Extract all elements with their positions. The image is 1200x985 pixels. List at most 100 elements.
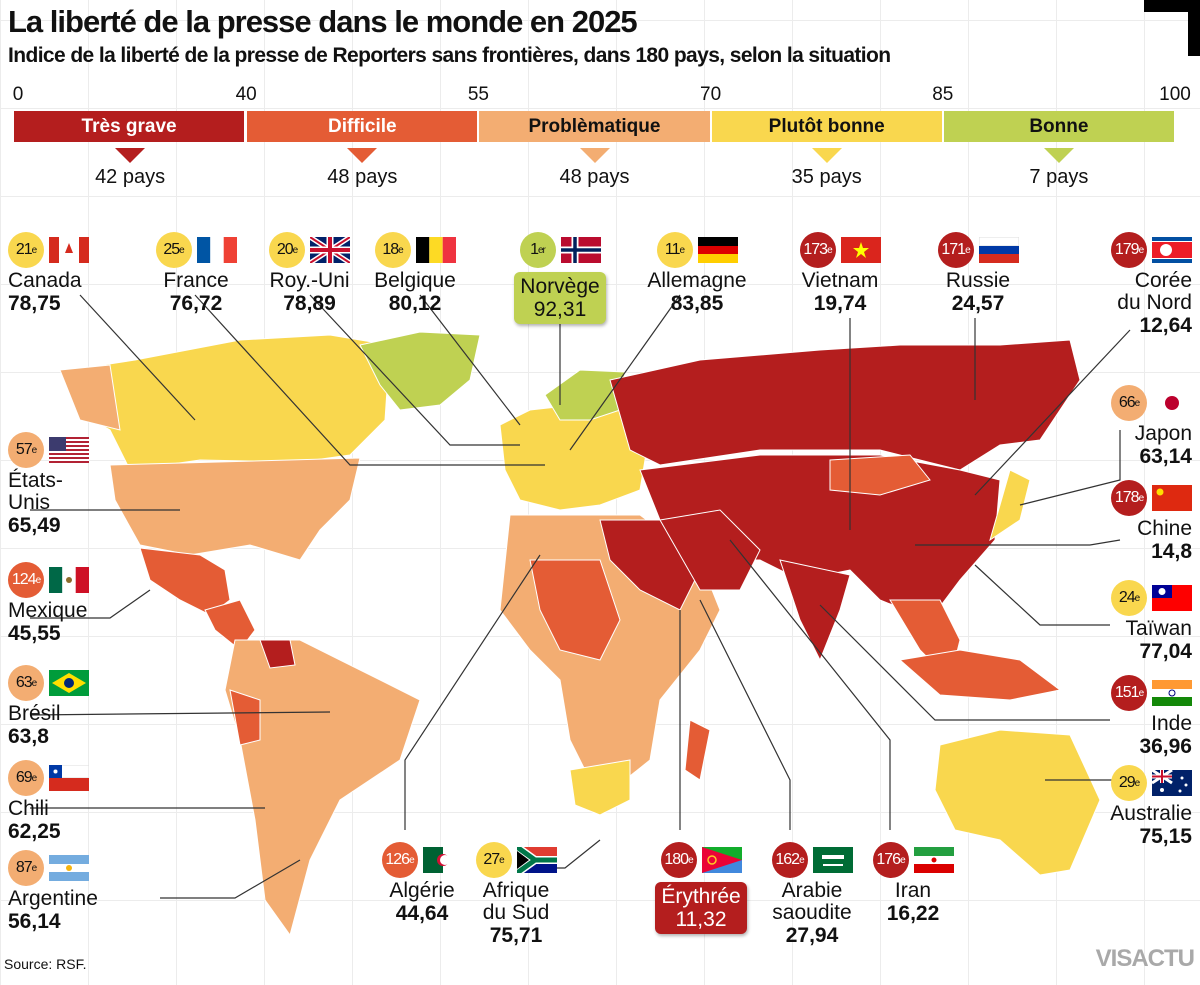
- rank-suffix: e: [35, 574, 41, 586]
- category-segment: Bonne: [943, 111, 1174, 142]
- australia-flag-icon: [1152, 770, 1192, 796]
- category-count: 48 pays: [559, 166, 630, 188]
- country-score: 77,04: [1139, 640, 1192, 663]
- rank-badge: 173 e: [799, 232, 836, 268]
- norway-flag-icon: [560, 237, 601, 263]
- country-label: 25 e France 76,72: [150, 232, 242, 316]
- rank-number: 87: [15, 859, 33, 876]
- country-name: Taïwan: [1125, 617, 1192, 640]
- rank-number: 69: [15, 769, 33, 786]
- rank-suffix: e: [31, 244, 37, 256]
- leader-line: [819, 604, 1110, 721]
- category-count: 42 pays: [95, 166, 166, 188]
- rank-number: 66: [1118, 394, 1136, 411]
- country-score: 12,64: [1139, 314, 1192, 337]
- belgium-flag-icon: [415, 237, 456, 263]
- country-label: 162 e Arabie saoudite 27,94: [762, 842, 862, 948]
- category-pointer-icon: [1043, 148, 1074, 163]
- country-region: [609, 339, 1081, 471]
- country-name: Chili: [8, 797, 49, 820]
- country-region: [829, 454, 931, 496]
- rank-badge: 20 e: [269, 232, 305, 268]
- leader-line: [729, 539, 891, 830]
- country-score: 16,22: [886, 902, 940, 925]
- rank-suffix: e: [409, 854, 414, 866]
- chile-flag-icon: [49, 765, 89, 791]
- rank-suffix: e: [31, 677, 37, 689]
- country-name: Belgique: [374, 269, 456, 292]
- country-score: 56,14: [8, 910, 61, 933]
- canada-flag-icon: [49, 237, 89, 263]
- country-label: 18 e Belgique 80,12: [370, 232, 460, 316]
- leader-line: [1019, 430, 1121, 506]
- rank-badge: 69 e: [8, 760, 44, 796]
- rank-suffix: e: [827, 244, 832, 256]
- country-score: 62,25: [8, 820, 61, 843]
- rank-number: 57: [15, 441, 33, 458]
- country-region: [69, 334, 391, 471]
- rank-suffix: e: [1134, 397, 1140, 409]
- rank-badge: 180 e: [660, 842, 697, 878]
- country-region: [359, 331, 481, 411]
- rank-number: 176: [876, 851, 901, 868]
- rank-suffix: e: [31, 444, 37, 456]
- country-name: Canada: [8, 269, 82, 292]
- scale-tick: 0: [12, 84, 24, 105]
- scale-tick: 85: [932, 84, 954, 105]
- country-label: 27 e Afrique du Sud 75,71: [472, 842, 560, 948]
- leader-line: [30, 589, 151, 619]
- country-label: 11 e Allemagne 83,85: [632, 232, 762, 316]
- country-score: 75,15: [1139, 825, 1192, 848]
- country-label: 29 e Australie 75,15: [1080, 765, 1192, 849]
- rank-suffix: e: [1138, 687, 1144, 699]
- country-label: 87 e Argentine 56,14: [8, 850, 108, 934]
- argentina-flag-icon: [49, 855, 89, 881]
- country-name: Roy.-Uni: [269, 269, 350, 292]
- country-name: Japon: [1134, 422, 1192, 445]
- country-label: 21 e Canada 78,75: [8, 232, 118, 316]
- country-score: 83,85: [670, 292, 724, 315]
- rank-number: 27: [483, 851, 500, 868]
- country-name: Corée du Nord: [1117, 269, 1192, 314]
- rank-number: 21: [15, 241, 33, 258]
- page-title: La liberté de la presse dans le monde en…: [8, 4, 638, 39]
- category-segment: Difficile: [247, 111, 478, 142]
- country-score: 11,32: [675, 908, 727, 931]
- saudi-arabia-flag-icon: [812, 847, 853, 873]
- country-label: 126 e Algérie 44,64: [372, 842, 472, 926]
- rank-badge: 87 e: [8, 850, 44, 886]
- rank-suffix: er: [538, 244, 546, 256]
- country-label: 179 e Corée du Nord 12,64: [1080, 232, 1192, 338]
- category-segment: Problèmatique: [479, 111, 710, 142]
- leader-line: [699, 599, 791, 830]
- country-region: [59, 364, 121, 431]
- rank-suffix: e: [1134, 777, 1140, 789]
- page-subtitle: Indice de la liberté de la presse de Rep…: [8, 44, 891, 67]
- country-region: [109, 457, 361, 561]
- country-score: 27,94: [785, 924, 839, 947]
- country-label: 20 e Roy.-Uni 78,89: [262, 232, 357, 316]
- country-label: 171 e Russie 24,57: [928, 232, 1028, 316]
- rank-badge: 176 e: [872, 842, 909, 878]
- country-score: 80,12: [388, 292, 442, 315]
- country-label: 1 er Norvège 92,31: [505, 232, 615, 324]
- country-name: Brésil: [8, 702, 61, 725]
- country-region: [139, 547, 231, 616]
- country-score: 14,8: [1151, 540, 1192, 563]
- mexico-flag-icon: [49, 567, 89, 593]
- country-score: 92,31: [533, 298, 587, 321]
- rank-number: 11: [664, 241, 681, 258]
- rank-badge: 66 e: [1111, 385, 1147, 421]
- country-region: [684, 719, 711, 781]
- rank-badge: 162 e: [771, 842, 808, 878]
- japan-flag-icon: [1152, 390, 1192, 416]
- leader-line: [974, 564, 1110, 626]
- rank-suffix: e: [31, 862, 37, 874]
- eritrea-flag-icon: [701, 847, 742, 873]
- country-score: 44,64: [395, 902, 449, 925]
- rank-badge: 178 e: [1111, 480, 1147, 516]
- rank-suffix: e: [679, 244, 685, 256]
- rank-number: 18: [382, 241, 399, 258]
- country-score: 78,75: [8, 292, 61, 315]
